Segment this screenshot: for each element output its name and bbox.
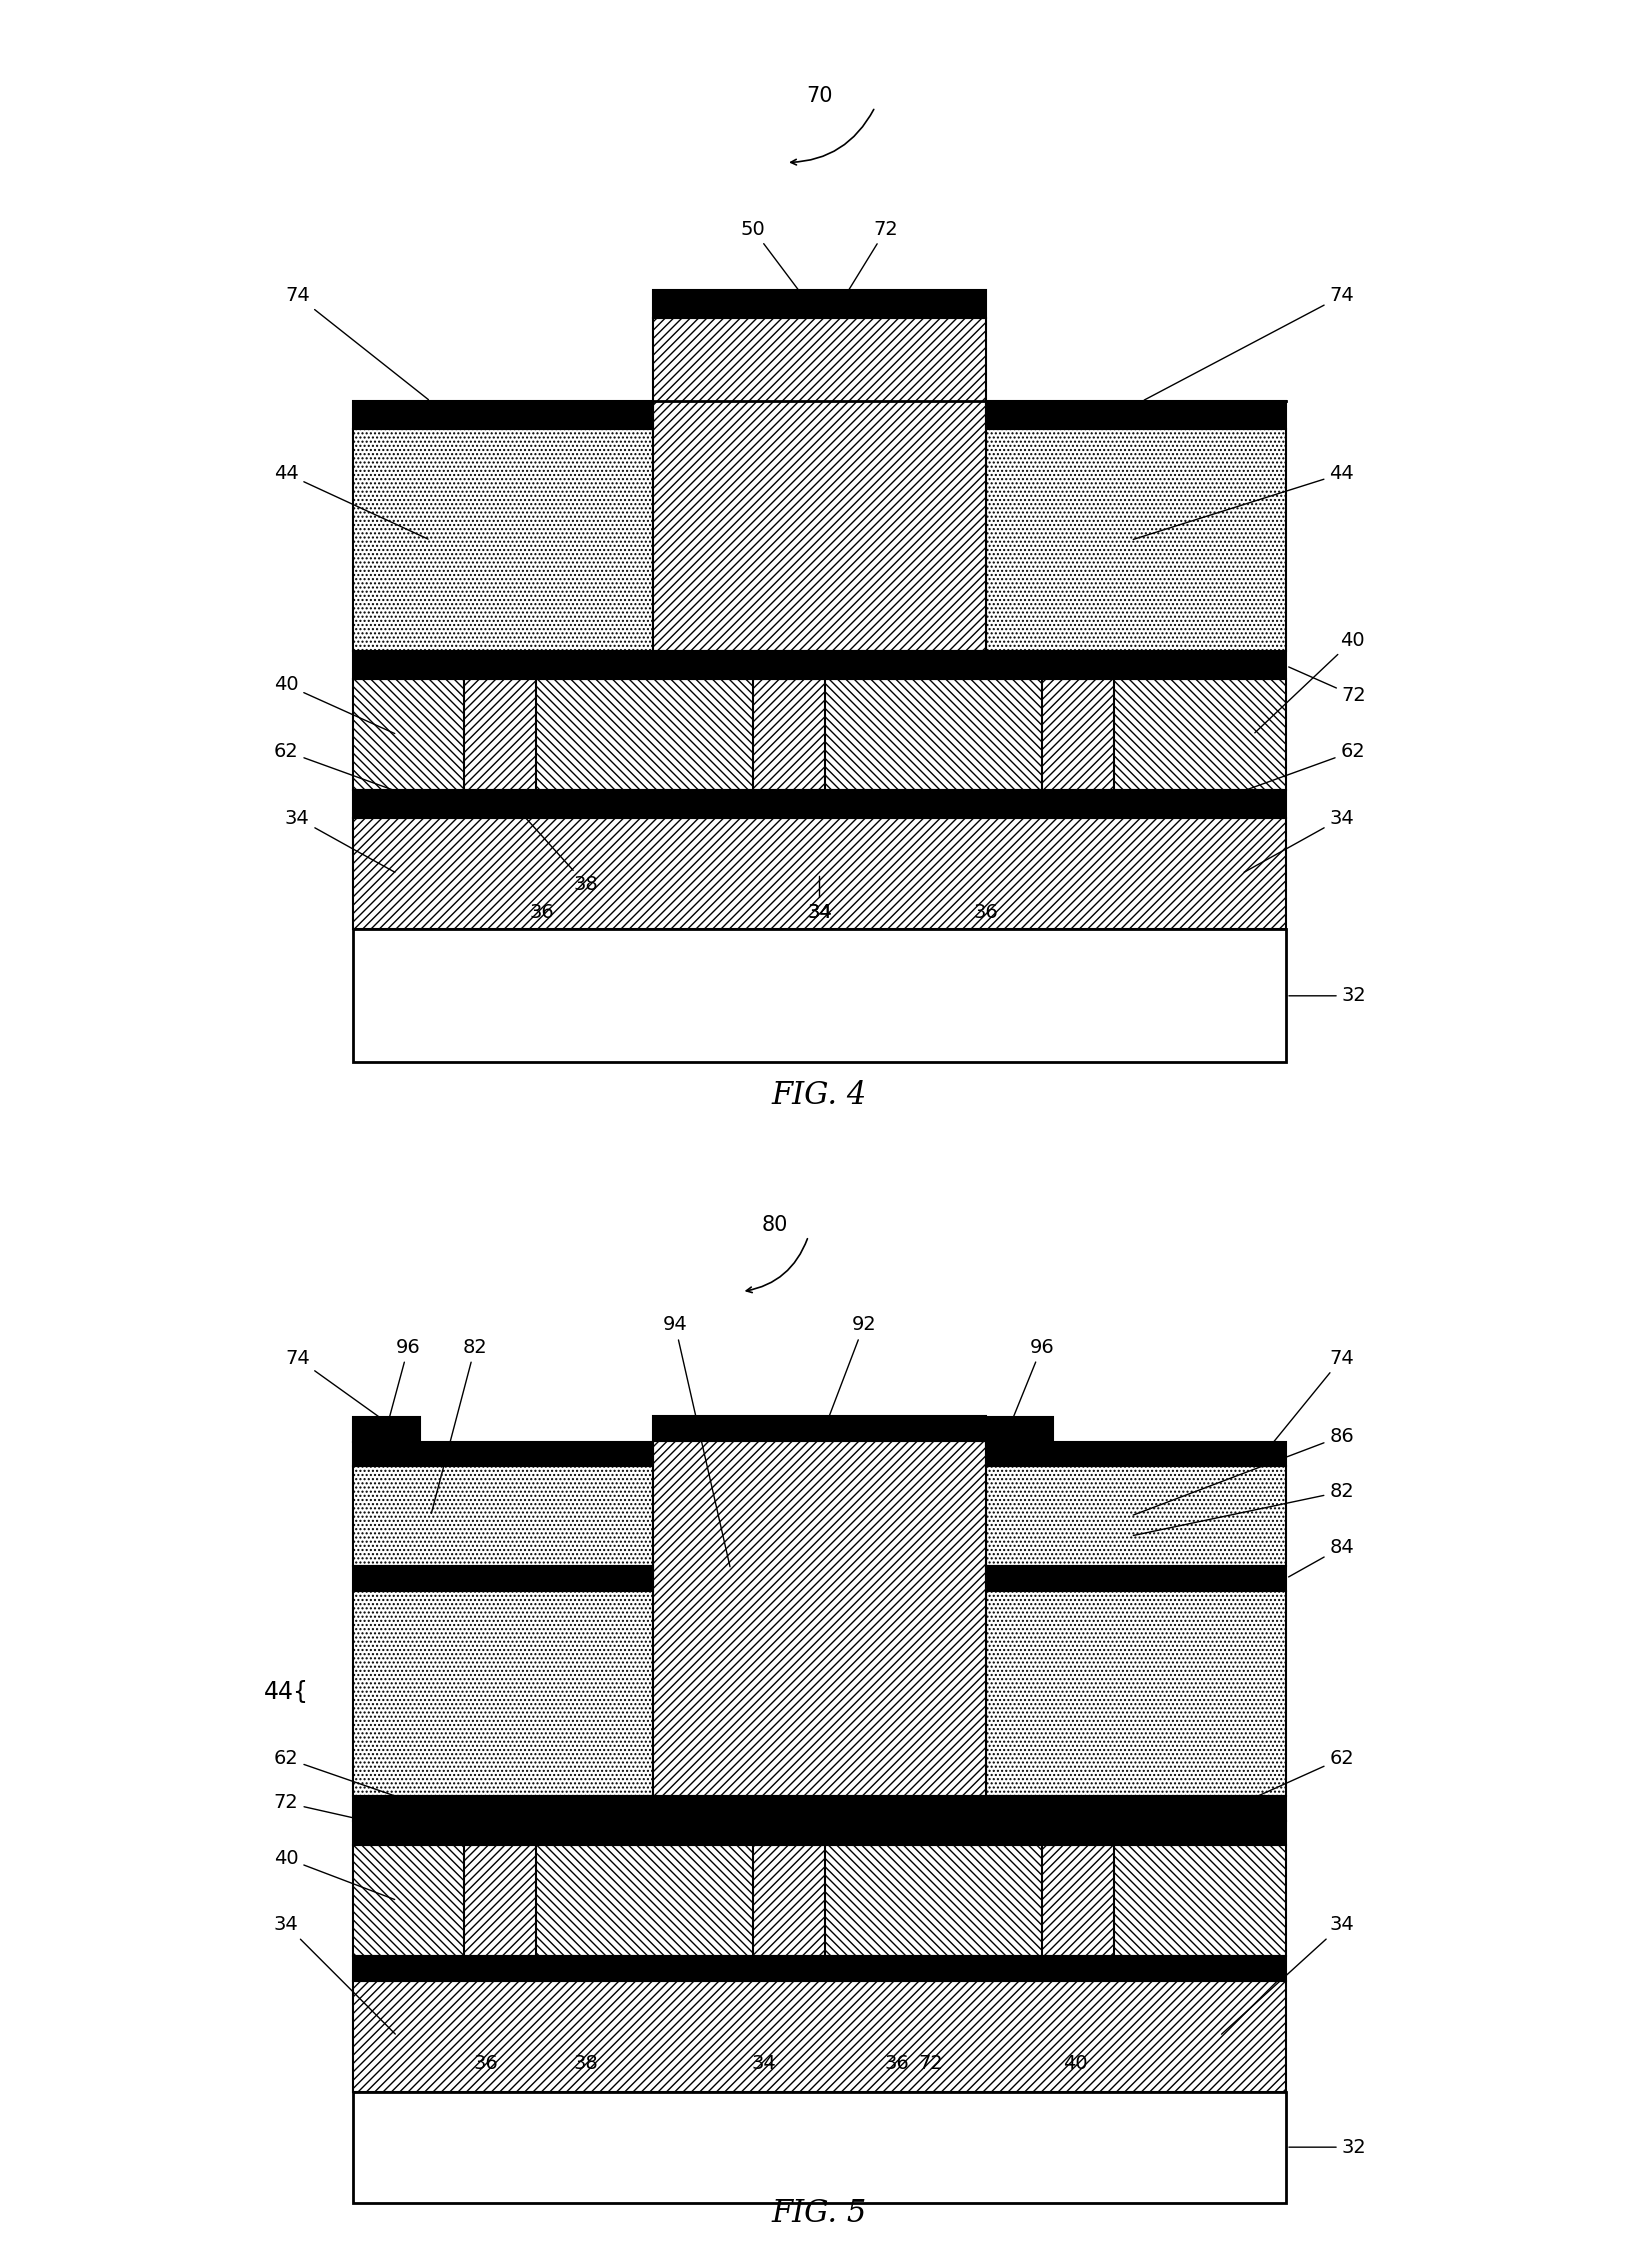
FancyBboxPatch shape xyxy=(987,428,1287,650)
FancyBboxPatch shape xyxy=(352,1981,1287,2093)
Text: 72: 72 xyxy=(842,220,898,298)
FancyBboxPatch shape xyxy=(352,1566,652,1590)
Text: 82: 82 xyxy=(1133,1483,1354,1536)
Text: 82: 82 xyxy=(431,1337,487,1514)
FancyBboxPatch shape xyxy=(352,1821,1287,1846)
Text: FIG. 4: FIG. 4 xyxy=(772,1081,867,1110)
Text: 34: 34 xyxy=(806,877,833,922)
Text: 62: 62 xyxy=(274,1750,428,1808)
FancyBboxPatch shape xyxy=(352,819,1287,929)
Text: 44: 44 xyxy=(1133,464,1354,538)
Text: 74: 74 xyxy=(1265,1348,1354,1451)
FancyBboxPatch shape xyxy=(752,680,824,790)
FancyBboxPatch shape xyxy=(352,401,652,428)
Text: 34: 34 xyxy=(1221,1916,1354,2034)
FancyBboxPatch shape xyxy=(652,319,987,650)
FancyBboxPatch shape xyxy=(652,1415,987,1440)
Text: 44: 44 xyxy=(274,464,428,538)
FancyBboxPatch shape xyxy=(352,650,1287,680)
FancyBboxPatch shape xyxy=(752,1846,824,1956)
FancyBboxPatch shape xyxy=(987,1590,1287,1797)
FancyBboxPatch shape xyxy=(352,1797,1287,1821)
FancyBboxPatch shape xyxy=(352,2093,1287,2203)
Text: 32: 32 xyxy=(1288,2138,1367,2158)
Text: 34: 34 xyxy=(752,2055,777,2073)
Text: 34: 34 xyxy=(806,904,833,922)
Text: 62: 62 xyxy=(1233,1750,1354,1808)
Text: 62: 62 xyxy=(1211,742,1365,803)
Text: 44{: 44{ xyxy=(264,1680,308,1705)
Text: 34: 34 xyxy=(285,807,395,873)
FancyBboxPatch shape xyxy=(352,929,1287,1063)
Text: 70: 70 xyxy=(806,85,833,105)
Text: 36: 36 xyxy=(529,904,554,922)
Text: 36: 36 xyxy=(974,904,998,922)
FancyBboxPatch shape xyxy=(652,1440,987,1797)
FancyBboxPatch shape xyxy=(987,1467,1287,1566)
FancyBboxPatch shape xyxy=(352,1846,1287,1956)
Text: 80: 80 xyxy=(762,1216,788,1236)
Text: 62: 62 xyxy=(274,742,428,803)
FancyBboxPatch shape xyxy=(652,289,987,319)
Text: 36: 36 xyxy=(885,2055,910,2073)
FancyBboxPatch shape xyxy=(352,680,1287,790)
Text: 86: 86 xyxy=(1133,1427,1354,1514)
FancyBboxPatch shape xyxy=(464,1846,536,1956)
FancyBboxPatch shape xyxy=(352,1418,420,1442)
Text: 34: 34 xyxy=(1244,807,1354,873)
FancyBboxPatch shape xyxy=(1042,680,1115,790)
Text: 84: 84 xyxy=(1288,1539,1354,1577)
FancyBboxPatch shape xyxy=(352,1442,652,1467)
Text: 72: 72 xyxy=(918,2055,942,2073)
Text: 36: 36 xyxy=(474,2055,498,2073)
FancyBboxPatch shape xyxy=(987,1418,1052,1442)
Text: 40: 40 xyxy=(1062,2055,1087,2073)
FancyBboxPatch shape xyxy=(352,790,1287,819)
Text: 74: 74 xyxy=(285,1348,428,1451)
FancyBboxPatch shape xyxy=(352,1590,652,1797)
Text: 96: 96 xyxy=(1010,1337,1054,1427)
Text: 92: 92 xyxy=(821,1314,877,1440)
Text: 94: 94 xyxy=(662,1314,729,1566)
FancyBboxPatch shape xyxy=(464,680,536,790)
Text: 50: 50 xyxy=(741,220,818,316)
Text: 38: 38 xyxy=(574,2055,598,2073)
Text: 72: 72 xyxy=(1288,666,1367,704)
Text: 38: 38 xyxy=(503,792,598,895)
Text: 34: 34 xyxy=(274,1916,395,2034)
FancyBboxPatch shape xyxy=(987,1442,1287,1467)
FancyBboxPatch shape xyxy=(987,1566,1287,1590)
FancyBboxPatch shape xyxy=(352,1467,652,1566)
FancyBboxPatch shape xyxy=(352,428,652,650)
FancyBboxPatch shape xyxy=(352,1956,1287,1981)
Text: 96: 96 xyxy=(387,1337,421,1427)
Text: 40: 40 xyxy=(274,1848,395,1900)
Text: 40: 40 xyxy=(274,675,395,733)
Text: 40: 40 xyxy=(1255,630,1365,733)
Text: 74: 74 xyxy=(1144,287,1354,399)
FancyBboxPatch shape xyxy=(987,401,1287,428)
Text: FIG. 5: FIG. 5 xyxy=(772,2198,867,2230)
Text: 72: 72 xyxy=(274,1792,416,1833)
FancyBboxPatch shape xyxy=(1042,1846,1115,1956)
Text: 32: 32 xyxy=(1288,987,1367,1005)
Text: 74: 74 xyxy=(285,287,428,399)
